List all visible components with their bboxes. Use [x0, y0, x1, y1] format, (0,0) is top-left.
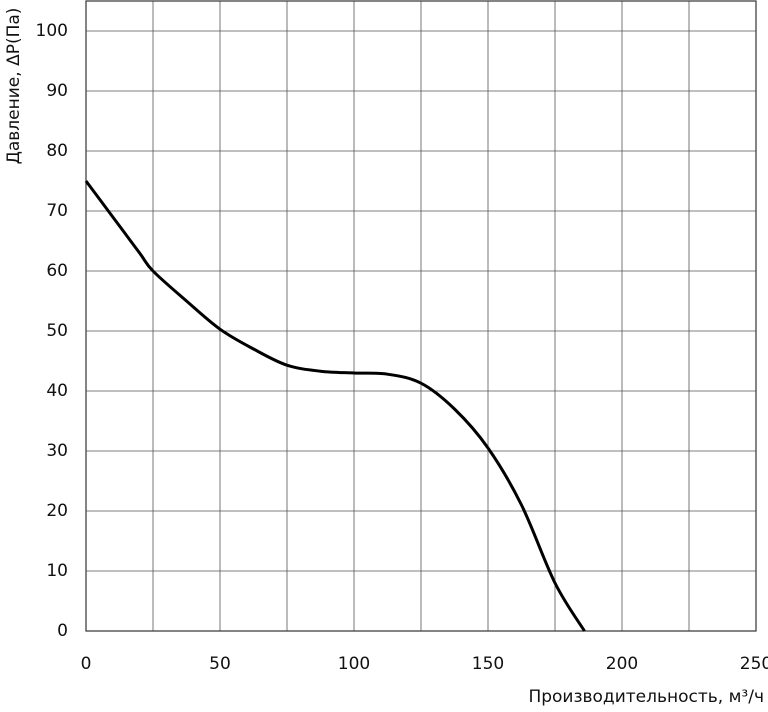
y-tick-label: 70	[46, 201, 68, 221]
y-tick-label: 0	[57, 621, 68, 641]
y-tick-label: 50	[46, 321, 68, 341]
y-tick-label: 10	[46, 561, 68, 581]
y-tick-label: 40	[46, 381, 68, 401]
y-axis-label: Давление, ΔP(Па)	[4, 8, 24, 165]
curve	[84, 180, 586, 632]
x-tick-label: 50	[209, 654, 231, 674]
x-tick-label: 0	[81, 654, 92, 674]
y-tick-label: 60	[46, 261, 68, 281]
y-tick-label: 30	[46, 441, 68, 461]
y-tick-label: 20	[46, 501, 68, 521]
x-tick-label: 250	[740, 654, 768, 674]
y-tick-label: 80	[46, 141, 68, 161]
plot-frame	[85, 0, 757, 632]
x-tick-label: 200	[606, 654, 638, 674]
x-tick-label: 100	[338, 654, 370, 674]
y-tick-label: 100	[36, 21, 68, 41]
y-tick-label: 90	[46, 81, 68, 101]
x-axis-label: Производительность, м³/ч	[528, 687, 764, 707]
x-tick-label: 150	[472, 654, 504, 674]
